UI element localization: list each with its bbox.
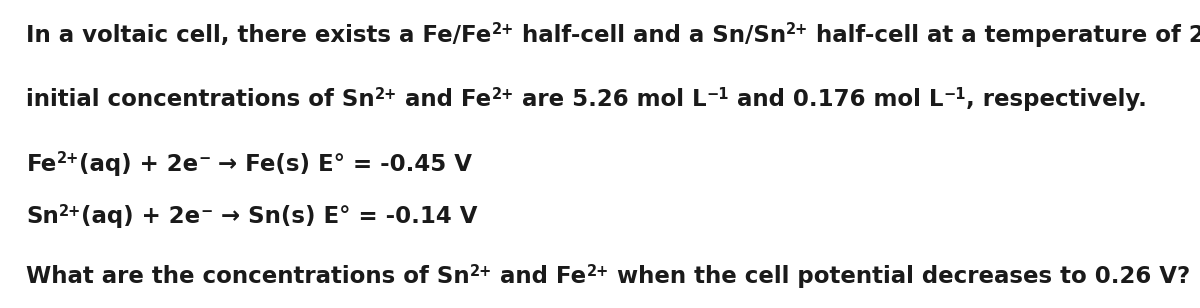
Text: What are the concentrations of Sn: What are the concentrations of Sn	[26, 265, 470, 288]
Text: and Fe: and Fe	[397, 88, 492, 111]
Text: In a voltaic cell, there exists a Fe/Fe: In a voltaic cell, there exists a Fe/Fe	[26, 24, 492, 47]
Text: 2+: 2+	[492, 22, 514, 37]
Text: → Fe(s) E° = -0.45 V: → Fe(s) E° = -0.45 V	[210, 153, 473, 176]
Text: 2+: 2+	[587, 264, 608, 279]
Text: half-cell and a Sn/Sn: half-cell and a Sn/Sn	[514, 24, 786, 47]
Text: initial concentrations of Sn: initial concentrations of Sn	[26, 88, 376, 111]
Text: , respectively.: , respectively.	[966, 88, 1147, 111]
Text: 2+: 2+	[470, 264, 492, 279]
Text: 2+: 2+	[59, 204, 82, 219]
Text: and 0.176 mol L: and 0.176 mol L	[728, 88, 943, 111]
Text: 2+: 2+	[492, 87, 514, 102]
Text: when the cell potential decreases to 0.26 V?: when the cell potential decreases to 0.2…	[608, 265, 1190, 288]
Text: −1: −1	[943, 87, 966, 102]
Text: → Sn(s) E° = -0.14 V: → Sn(s) E° = -0.14 V	[212, 205, 478, 228]
Text: half-cell at a temperature of 25°C. The: half-cell at a temperature of 25°C. The	[809, 24, 1200, 47]
Text: −1: −1	[707, 87, 728, 102]
Text: and Fe: and Fe	[492, 265, 587, 288]
Text: 2+: 2+	[56, 151, 79, 166]
Text: 2+: 2+	[376, 87, 397, 102]
Text: Sn: Sn	[26, 205, 59, 228]
Text: are 5.26 mol L: are 5.26 mol L	[514, 88, 707, 111]
Text: (aq) + 2e: (aq) + 2e	[82, 205, 200, 228]
Text: Fe: Fe	[26, 153, 56, 176]
Text: 2+: 2+	[786, 22, 809, 37]
Text: (aq) + 2e: (aq) + 2e	[79, 153, 198, 176]
Text: −: −	[200, 204, 212, 219]
Text: −: −	[198, 151, 210, 166]
